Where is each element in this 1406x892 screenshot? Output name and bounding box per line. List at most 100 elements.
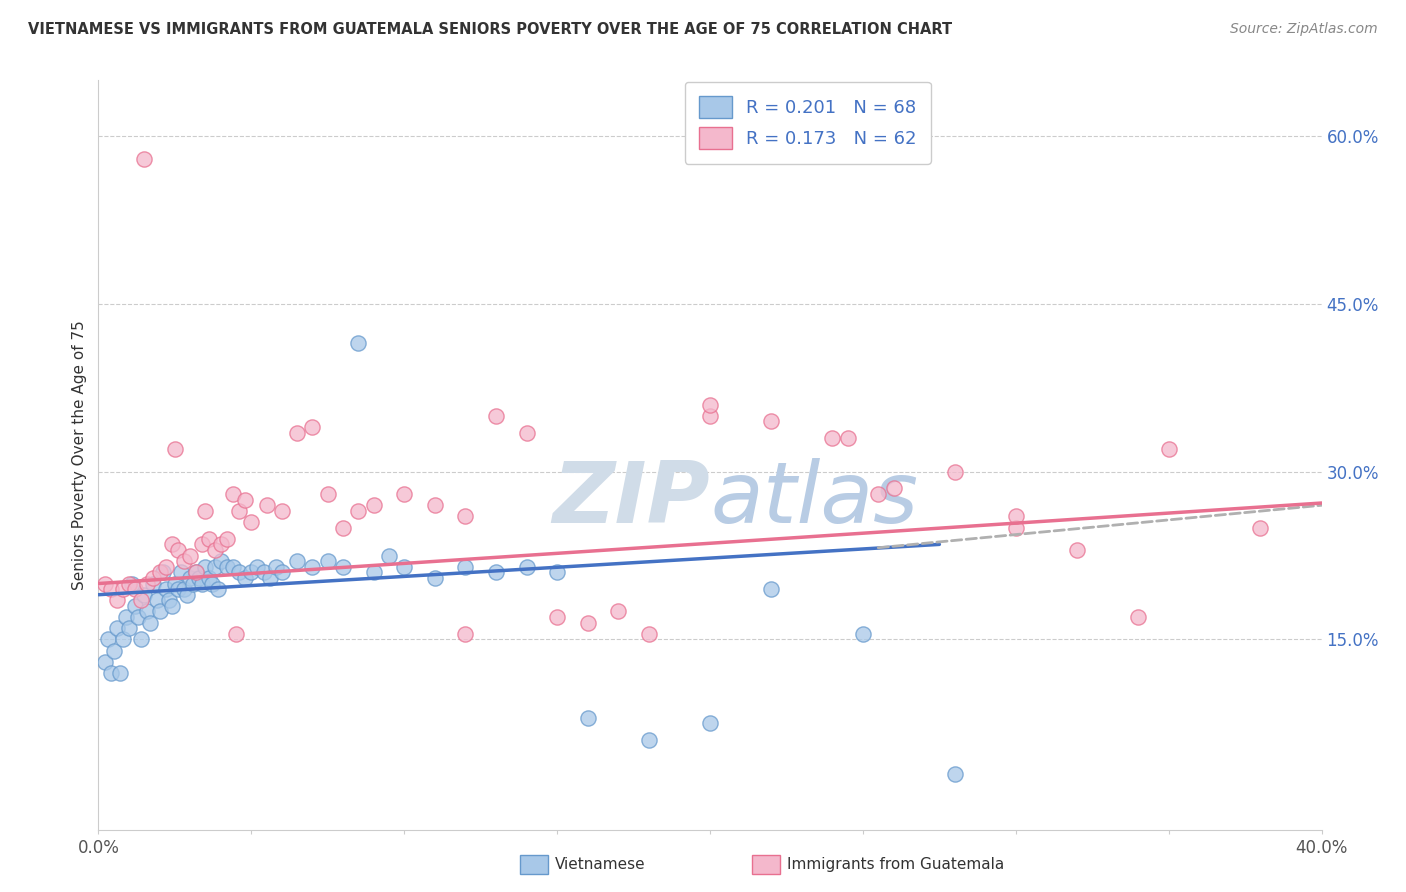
Point — [118, 576, 141, 591]
Point — [111, 582, 134, 596]
Point — [207, 582, 229, 596]
Point — [163, 576, 186, 591]
Point — [204, 559, 226, 574]
Point — [157, 593, 180, 607]
Point — [240, 515, 263, 529]
Point — [129, 593, 152, 607]
Point — [93, 655, 115, 669]
Point — [821, 431, 844, 445]
Point — [233, 492, 256, 507]
Point — [179, 571, 201, 585]
Point — [301, 420, 323, 434]
Point — [176, 588, 198, 602]
Point — [100, 582, 122, 596]
Point — [1128, 610, 1150, 624]
Point — [97, 632, 120, 647]
Point — [240, 566, 263, 580]
Point — [347, 336, 370, 351]
Point — [115, 610, 138, 624]
Point — [93, 576, 115, 591]
Point — [699, 409, 721, 423]
Point — [215, 532, 238, 546]
Point — [285, 425, 308, 440]
Point — [392, 487, 416, 501]
Text: ZIP: ZIP — [553, 458, 710, 541]
Point — [100, 665, 122, 680]
Point — [191, 576, 214, 591]
Point — [129, 632, 152, 647]
Point — [167, 582, 190, 596]
Point — [105, 593, 128, 607]
Point — [1066, 543, 1088, 558]
Point — [1157, 442, 1180, 457]
Point — [121, 576, 143, 591]
Point — [225, 627, 247, 641]
Point — [194, 559, 217, 574]
Point — [1004, 520, 1026, 534]
Point — [228, 504, 250, 518]
Point — [270, 566, 292, 580]
Point — [134, 152, 156, 166]
Point — [186, 566, 208, 580]
Point — [607, 605, 630, 619]
Point — [108, 665, 131, 680]
Point — [378, 549, 401, 563]
Point — [637, 627, 661, 641]
Point — [170, 566, 193, 580]
Point — [516, 559, 538, 574]
Point — [149, 566, 172, 580]
Point — [576, 711, 599, 725]
Point — [173, 554, 195, 568]
Point — [167, 543, 190, 558]
Point — [209, 537, 232, 551]
Point — [301, 559, 323, 574]
Point — [637, 733, 661, 747]
Point — [136, 605, 159, 619]
Point — [485, 566, 508, 580]
Point — [454, 509, 477, 524]
Point — [204, 543, 226, 558]
Point — [943, 766, 966, 780]
Point — [485, 409, 508, 423]
Point — [118, 621, 141, 635]
Point — [454, 559, 477, 574]
Point — [759, 582, 782, 596]
Point — [332, 520, 354, 534]
Point — [173, 582, 195, 596]
Point — [516, 425, 538, 440]
Point — [1249, 520, 1271, 534]
Point — [142, 571, 165, 585]
Point — [270, 504, 292, 518]
Point — [264, 559, 287, 574]
Point — [246, 559, 269, 574]
Point — [145, 593, 167, 607]
Point — [454, 627, 477, 641]
Text: Vietnamese: Vietnamese — [555, 857, 645, 871]
Point — [222, 487, 245, 501]
Text: atlas: atlas — [710, 458, 918, 541]
Point — [124, 599, 146, 613]
Point — [332, 559, 354, 574]
Point — [186, 566, 208, 580]
Point — [160, 599, 183, 613]
Point — [197, 532, 219, 546]
Point — [127, 610, 149, 624]
Point — [316, 554, 339, 568]
Point — [194, 504, 217, 518]
Point — [316, 487, 339, 501]
Point — [943, 465, 966, 479]
Point — [152, 566, 174, 580]
Point — [546, 566, 568, 580]
Point — [105, 621, 128, 635]
Point — [252, 566, 274, 580]
Point — [363, 566, 385, 580]
Point — [259, 571, 281, 585]
Point — [837, 431, 859, 445]
Point — [160, 537, 183, 551]
Point — [256, 498, 278, 512]
Point — [363, 498, 385, 512]
Point — [576, 615, 599, 630]
Point — [1004, 509, 1026, 524]
Point — [179, 549, 201, 563]
Point — [163, 442, 186, 457]
